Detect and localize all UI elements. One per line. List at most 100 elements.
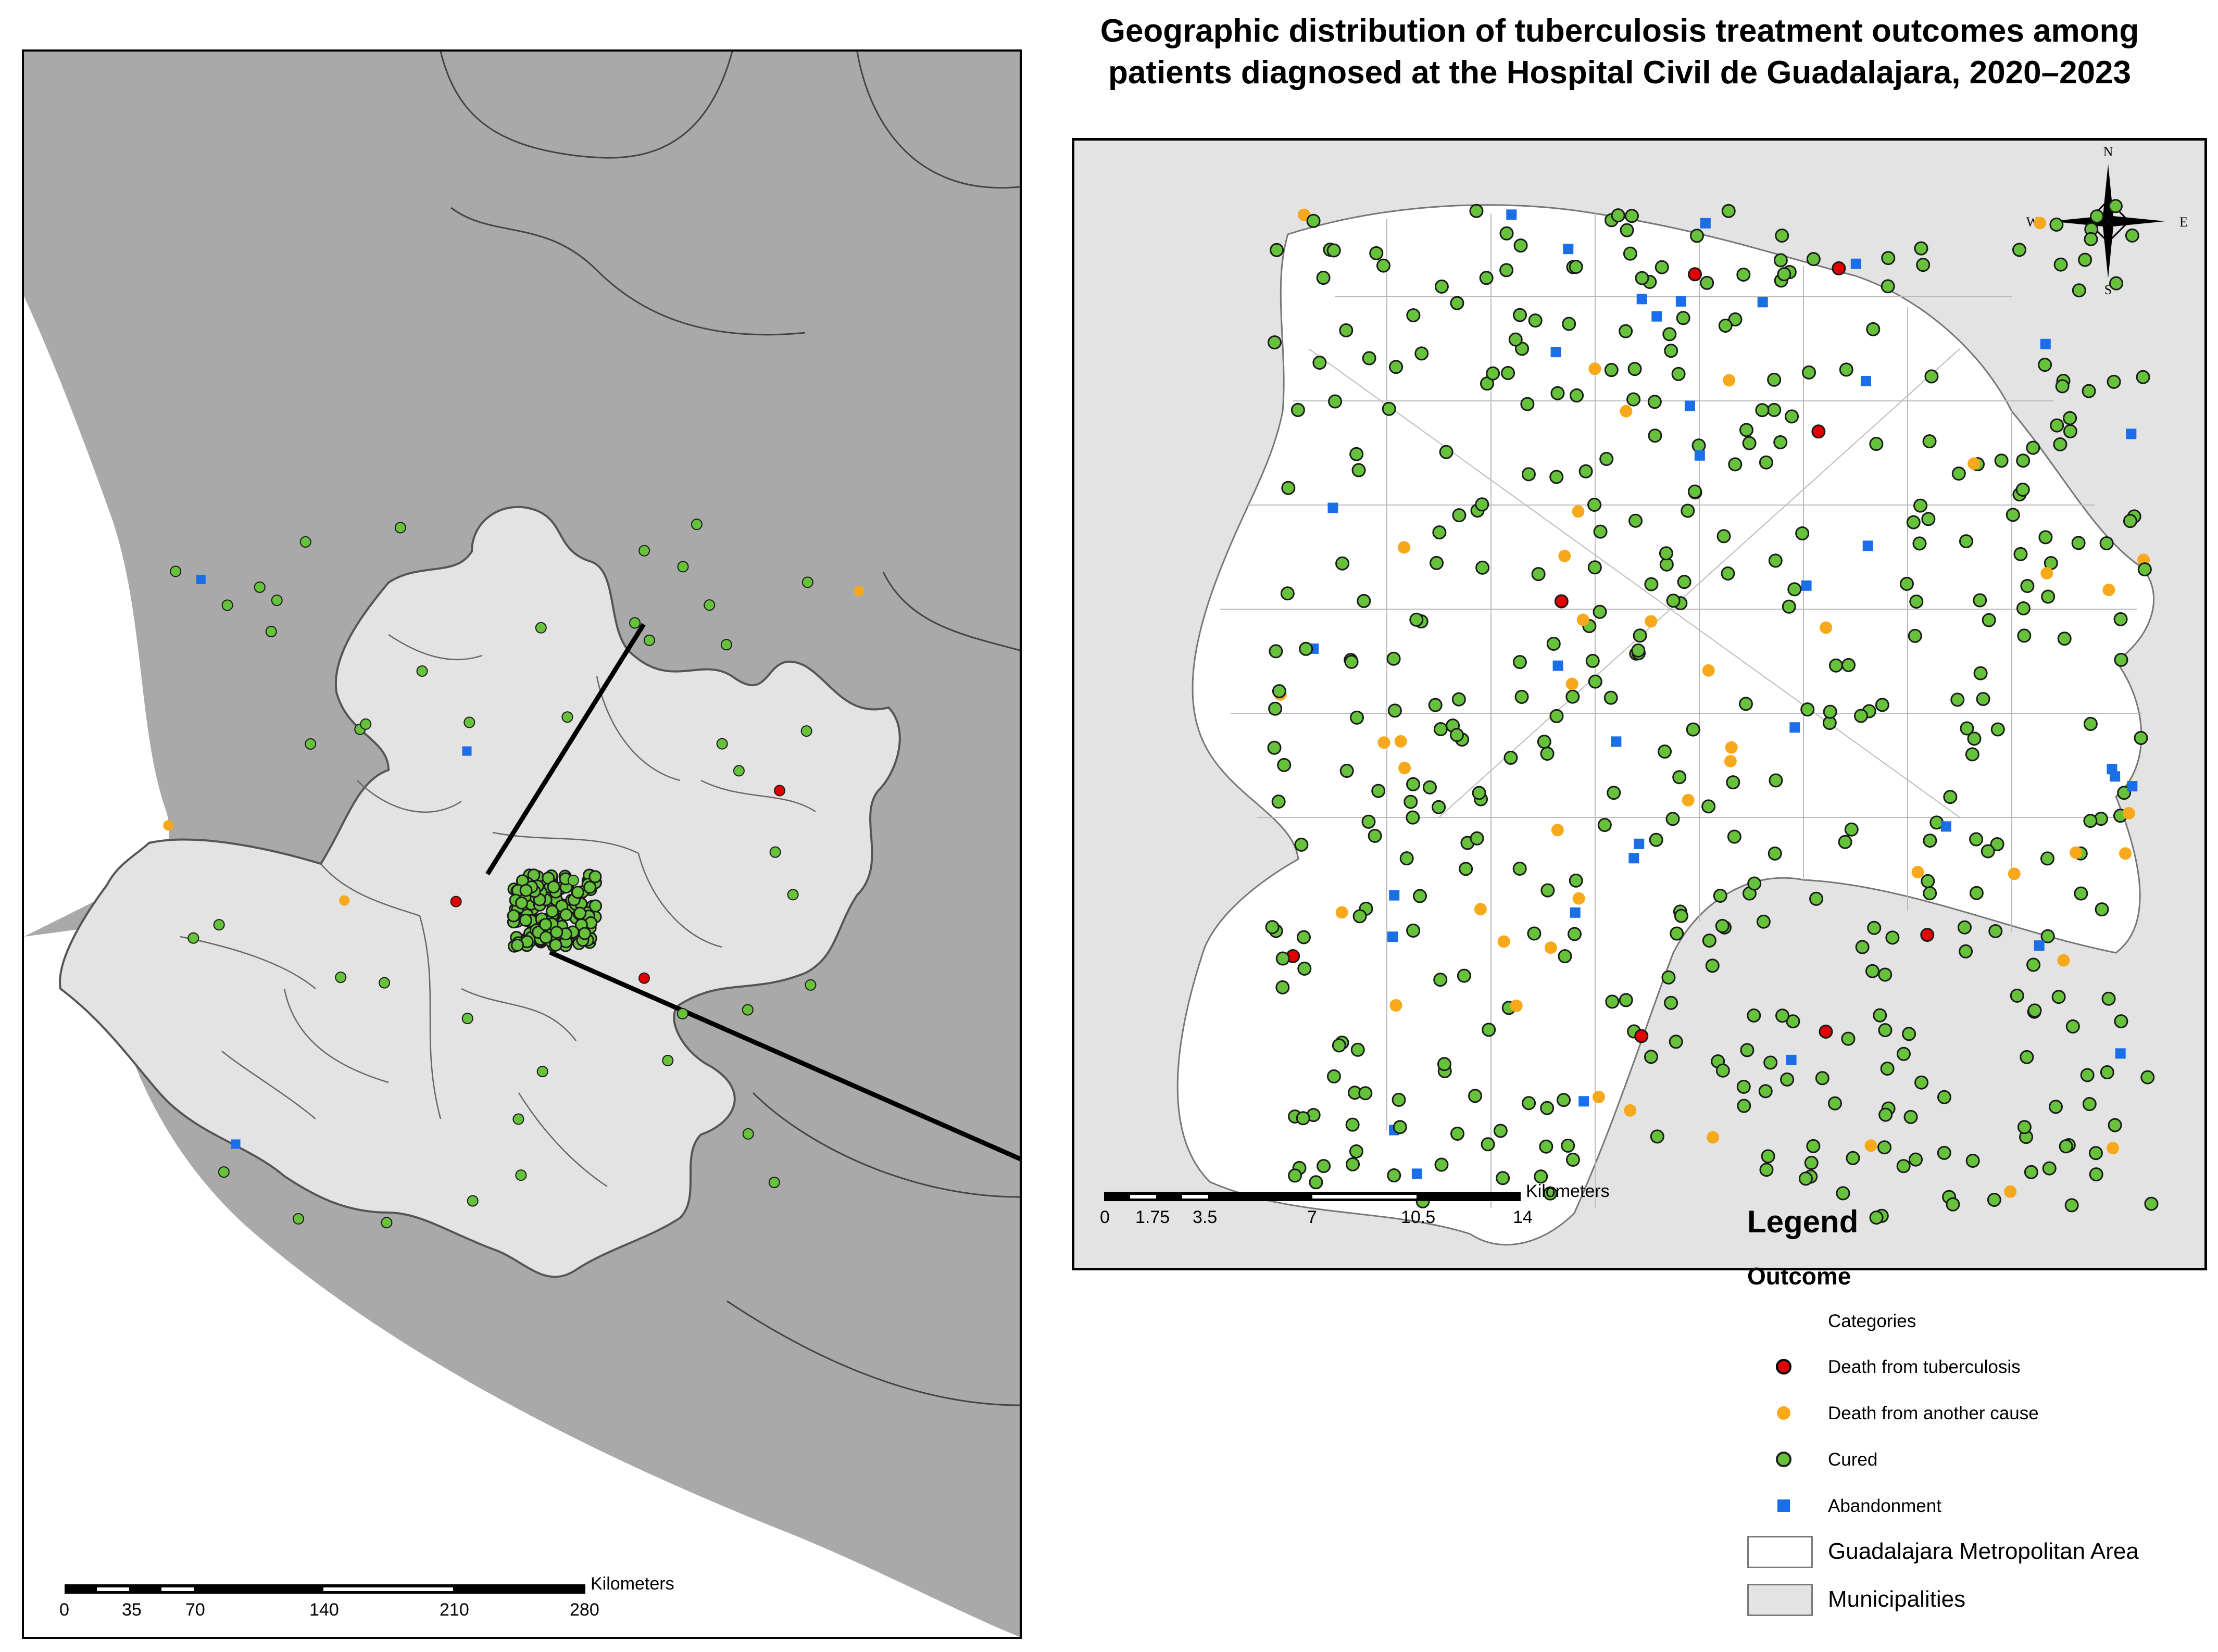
inset-point-cured bbox=[1869, 1210, 1884, 1225]
inset-point-cured bbox=[1650, 1129, 1664, 1144]
inset-point-cured bbox=[1795, 526, 1810, 540]
inset-point-cured bbox=[1644, 577, 1659, 591]
inset-point-cured bbox=[1603, 690, 1618, 705]
inset-point-cured bbox=[2013, 547, 2028, 561]
inset-point-cured bbox=[1449, 728, 1464, 742]
inset-point-cured bbox=[1562, 317, 1576, 331]
inset-point-death-other bbox=[2102, 584, 2115, 597]
inset-point-cured bbox=[1386, 651, 1401, 666]
inset-point-cured bbox=[1450, 296, 1464, 310]
inset-point-cured bbox=[1546, 636, 1561, 651]
inset-point-cured bbox=[1539, 1139, 1553, 1154]
inset-point-cured bbox=[1619, 324, 1633, 338]
inset-scale-tick-0: 0 bbox=[1100, 1207, 1110, 1227]
inset-point-cured bbox=[1387, 1168, 1401, 1183]
inset-point-cured bbox=[1469, 204, 1484, 218]
state-point-cured bbox=[221, 599, 233, 611]
inset-point-cured bbox=[1666, 594, 1681, 608]
inset-point-cured bbox=[1349, 1144, 1363, 1158]
inset-point-cured bbox=[2020, 1050, 2034, 1064]
state-point-death-other bbox=[339, 895, 350, 906]
inset-point-abandonment bbox=[1684, 400, 1695, 411]
state-point-cured bbox=[539, 930, 553, 944]
inset-point-cured bbox=[1486, 366, 1500, 381]
inset-point-cured bbox=[1565, 1152, 1580, 1167]
inset-point-cured bbox=[1922, 434, 1937, 449]
inset-point-death-other bbox=[1394, 735, 1407, 748]
inset-point-cured bbox=[1943, 790, 1958, 804]
inset-point-death-other bbox=[1624, 1104, 1637, 1117]
inset-point-cured bbox=[1946, 1197, 1960, 1212]
inset-point-cured bbox=[1404, 795, 1418, 809]
state-point-cured bbox=[567, 874, 579, 886]
inset-point-cured bbox=[1361, 814, 1376, 829]
zoom-line-upper bbox=[485, 623, 646, 876]
inset-scalebar-unit: Kilometers bbox=[1526, 1181, 1610, 1201]
inset-point-abandonment bbox=[1506, 209, 1517, 220]
inset-point-abandonment bbox=[1578, 1096, 1589, 1107]
inset-point-death-tb bbox=[1819, 1024, 1833, 1039]
inset-point-cured bbox=[2136, 370, 2150, 384]
inset-point-cured bbox=[1681, 503, 1695, 518]
inset-point-cured bbox=[1512, 861, 1527, 876]
inset-point-cured bbox=[1280, 586, 1295, 601]
inset-point-cured bbox=[1531, 567, 1546, 582]
state-point-cured bbox=[507, 909, 520, 923]
inset-point-abandonment bbox=[1563, 244, 1574, 255]
inset-point-death-other bbox=[2008, 867, 2021, 880]
inset-point-death-other bbox=[1497, 935, 1510, 948]
inset-point-cured bbox=[2114, 1014, 2128, 1029]
state-point-cured bbox=[561, 711, 573, 723]
inset-point-cured bbox=[1802, 365, 1816, 380]
inset-point-cured bbox=[1593, 604, 1607, 619]
state-point-cured bbox=[578, 927, 592, 940]
inset-point-cured bbox=[1371, 784, 1386, 798]
inset-point-cured bbox=[1716, 529, 1731, 544]
inset-point-cured bbox=[1839, 362, 1853, 377]
inset-point-death-other bbox=[1398, 541, 1411, 554]
inset-point-cured bbox=[2080, 1068, 2095, 1082]
state-scale-tick-210: 210 bbox=[440, 1600, 469, 1620]
inset-point-cured bbox=[1686, 722, 1700, 737]
inset-point-cured bbox=[1672, 770, 1687, 785]
inset-point-cured bbox=[1534, 1169, 1548, 1184]
inset-point-cured bbox=[1468, 1089, 1483, 1103]
inset-point-death-other bbox=[1544, 941, 1557, 954]
municipality-borders bbox=[180, 634, 816, 1188]
inset-point-cured bbox=[2101, 991, 2116, 1006]
inset-point-cured bbox=[1914, 241, 1928, 256]
inset-point-cured bbox=[1844, 822, 1859, 837]
inset-point-cured bbox=[1393, 1120, 1407, 1134]
legend-municipalities: Municipalities bbox=[1828, 1586, 1966, 1612]
state-overview-map: Kilometers 0 35 70 140 210 280 bbox=[22, 49, 1025, 1639]
inset-point-cured bbox=[1439, 445, 1453, 459]
inset-point-death-other bbox=[1864, 1139, 1877, 1152]
inset-point-abandonment bbox=[1862, 540, 1873, 551]
state-point-cured bbox=[299, 536, 311, 548]
inset-point-cured bbox=[1828, 658, 1843, 673]
inset-point-cured bbox=[1881, 279, 1895, 294]
inset-point-cured bbox=[1908, 628, 1922, 643]
inset-point-cured bbox=[1866, 322, 1881, 336]
inset-point-abandonment bbox=[2034, 940, 2045, 951]
inset-point-cured bbox=[1899, 576, 1914, 591]
state-point-cured bbox=[539, 918, 553, 931]
inset-point-cured bbox=[1713, 888, 1727, 903]
inset-point-cured bbox=[1406, 923, 1421, 938]
inset-point-cured bbox=[1969, 886, 1984, 900]
inset-point-cured bbox=[2057, 632, 2072, 646]
inset-point-cured bbox=[1689, 229, 1704, 243]
inset-point-cured bbox=[1437, 1057, 1451, 1071]
inset-point-cured bbox=[1937, 1090, 1951, 1104]
inset-point-cured bbox=[1481, 1137, 1495, 1152]
state-point-cured bbox=[515, 1169, 527, 1181]
inset-point-cured bbox=[2083, 814, 2098, 828]
inset-point-abandonment bbox=[1801, 580, 1812, 591]
state-point-cured bbox=[800, 725, 812, 737]
inset-point-cured bbox=[1982, 613, 1996, 627]
inset-point-cured bbox=[2065, 1019, 2080, 1034]
state-point-cured bbox=[676, 1007, 688, 1019]
state-point-death-tb bbox=[774, 785, 786, 797]
inset-point-cured bbox=[1567, 927, 1582, 941]
inset-point-cured bbox=[1967, 732, 1982, 746]
